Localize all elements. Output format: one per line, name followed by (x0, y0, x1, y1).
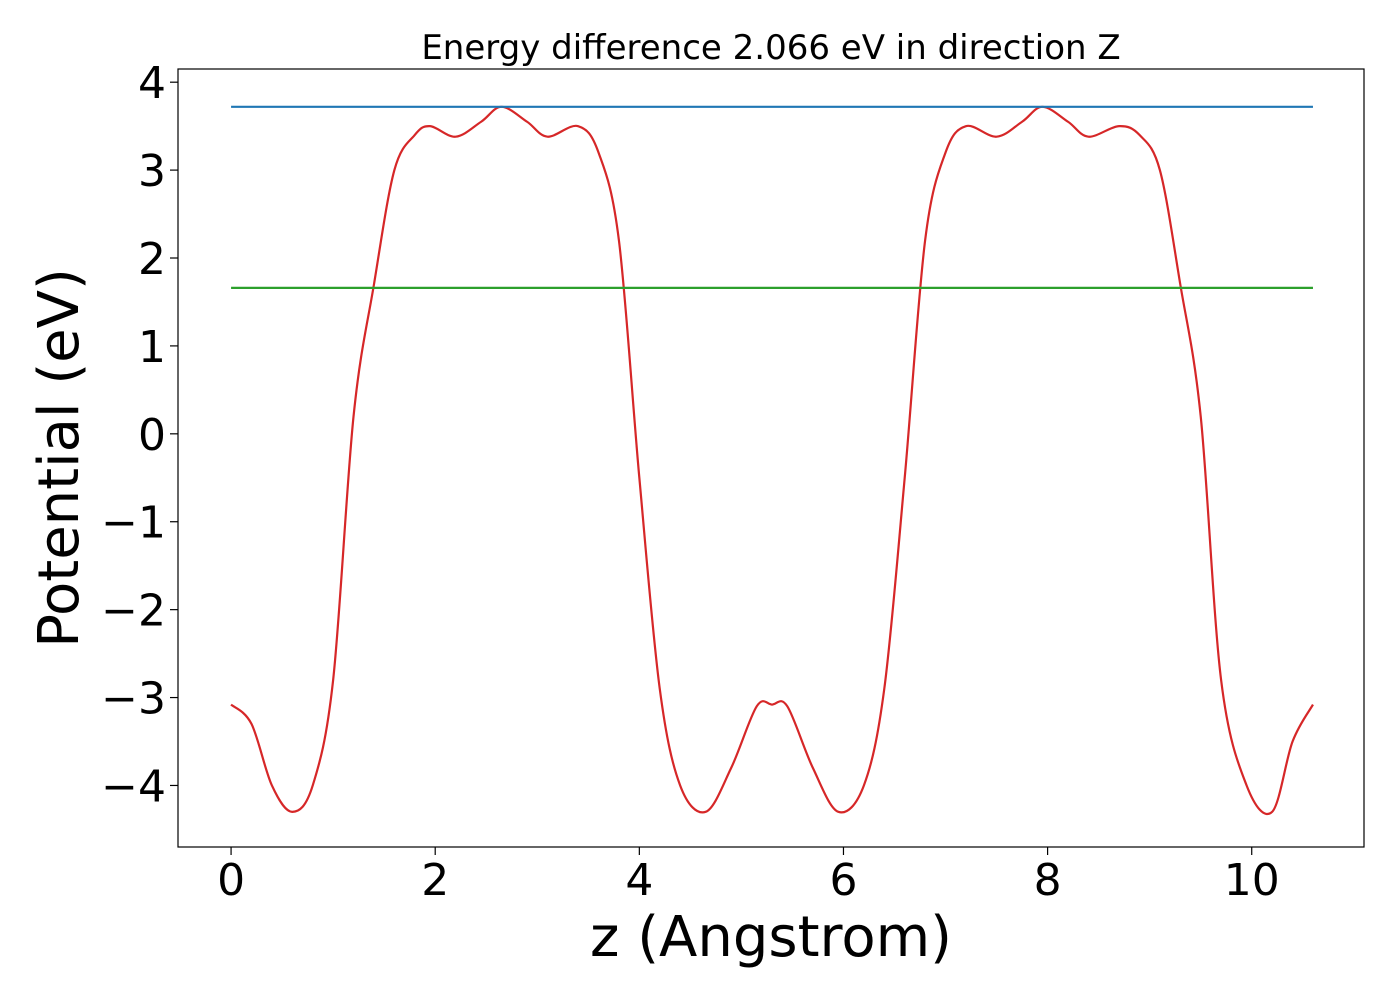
y-tick-label: 4 (138, 58, 166, 109)
x-tick-label: 6 (829, 855, 857, 906)
y-tick-label: 1 (138, 322, 166, 373)
y-tick-label: −4 (101, 761, 166, 812)
x-tick-label: 10 (1224, 855, 1280, 906)
series-line-0 (230, 105, 1314, 815)
plot-frame (177, 68, 1365, 848)
y-tick-label: 3 (138, 146, 166, 197)
plot-area (230, 105, 1314, 815)
y-tick-label: −1 (101, 498, 166, 549)
y-axis: −4 −3 −2 −1 0 1 2 3 4 (101, 58, 178, 812)
x-tick-label: 4 (625, 855, 653, 906)
chart-title: Energy difference 2.066 eV in direction … (421, 28, 1120, 68)
x-axis: 0 2 4 6 8 10 (217, 847, 1280, 906)
x-tick-label: 0 (217, 855, 245, 906)
y-tick-label: 2 (138, 234, 166, 285)
y-tick-label: −2 (101, 586, 166, 637)
y-tick-label: −3 (101, 674, 166, 725)
x-tick-label: 8 (1034, 855, 1062, 906)
x-tick-label: 2 (421, 855, 449, 906)
y-tick-label: 0 (138, 410, 166, 461)
x-axis-label: z (Angstrom) (590, 905, 952, 970)
y-axis-label: Potential (eV) (27, 268, 92, 648)
